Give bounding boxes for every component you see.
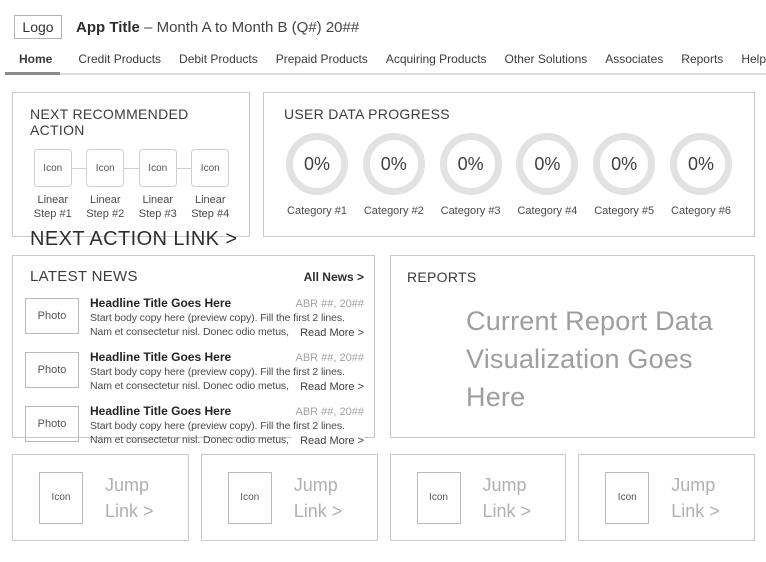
nav-item-credit-products[interactable]: Credit Products: [78, 52, 162, 66]
reports-panel: REPORTS Current Report Data Visualizatio…: [390, 255, 755, 438]
jump-link-label: Jump Link >: [671, 474, 720, 521]
app-subtitle-text: – Month A to Month B (Q#) 20##: [144, 18, 360, 36]
nav-item-home[interactable]: Home: [5, 52, 61, 75]
app-header: Logo App Title – Month A to Month B (Q#)…: [0, 0, 766, 39]
news-photo-placeholder: Photo: [25, 406, 79, 442]
progress-item-5: 0% Category #5: [591, 133, 657, 217]
progress-label-5: Category #5: [594, 205, 655, 217]
news-body: Start body copy here (preview copy). Fil…: [90, 366, 345, 392]
jump-link-icon: Icon: [227, 471, 272, 524]
jump-link-card-2[interactable]: Icon Jump Link >: [200, 454, 378, 541]
progress-item-3: 0% Category #3: [438, 133, 504, 217]
step-4-icon: Icon: [191, 149, 230, 187]
news-photo-placeholder: Photo: [25, 352, 79, 388]
progress-item-1: 0% Category #1: [284, 133, 350, 217]
news-title: LATEST NEWS: [30, 268, 138, 285]
step-4: Icon Linear Step #4: [188, 149, 234, 221]
step-2: Icon Linear Step #2: [83, 149, 129, 221]
read-more-link[interactable]: Read More >: [292, 435, 364, 447]
progress-item-4: 0% Category #4: [514, 133, 580, 217]
news-body: Start body copy here (preview copy). Fil…: [90, 312, 345, 338]
news-headline: Headline Title Goes Here: [90, 296, 232, 310]
news-headline: Headline Title Goes Here: [90, 404, 232, 418]
step-1-label: Linear Step #1: [33, 194, 72, 220]
read-more-link[interactable]: Read More >: [292, 381, 364, 393]
progress-ring-4: 0%: [516, 133, 579, 195]
news-date: ABR ##, 20##: [295, 298, 365, 310]
news-item-1[interactable]: Photo Headline Title Goes Here ABR ##, 2…: [25, 296, 364, 339]
nav-item-associates[interactable]: Associates: [605, 52, 664, 66]
progress-ring-1: 0%: [286, 133, 348, 195]
step-3-icon: Icon: [138, 149, 177, 187]
jump-link-card-1[interactable]: Icon Jump Link >: [12, 454, 189, 541]
step-4-label: Linear Step #4: [191, 194, 230, 220]
user-data-progress-panel: USER DATA PROGRESS 0% Category #1 0% Cat…: [263, 92, 755, 237]
progress-ring-5: 0%: [593, 133, 656, 195]
jump-link-icon: Icon: [605, 471, 650, 524]
progress-item-6: 0% Category #6: [668, 133, 734, 217]
step-connector: [175, 168, 193, 169]
next-action-link[interactable]: NEXT ACTION LINK >: [30, 228, 238, 250]
logo[interactable]: Logo: [14, 15, 62, 39]
progress-ring-6: 0%: [669, 133, 732, 195]
nav-item-acquiring-products[interactable]: Acquiring Products: [385, 52, 487, 66]
report-visualization-placeholder: Current Report Data Visualization Goes H…: [466, 306, 713, 412]
jump-link-card-3[interactable]: Icon Jump Link >: [389, 454, 567, 541]
progress-label-3: Category #3: [440, 205, 501, 217]
news-body: Start body copy here (preview copy). Fil…: [90, 420, 345, 446]
progress-label-2: Category #2: [363, 205, 424, 217]
app-title-text: App Title: [76, 18, 140, 36]
nav-item-help[interactable]: Help: [741, 52, 766, 66]
jump-link-label: Jump Link >: [293, 474, 343, 521]
nav-item-other-solutions[interactable]: Other Solutions: [504, 52, 588, 66]
nav-item-debit-products[interactable]: Debit Products: [179, 52, 258, 66]
news-photo-placeholder: Photo: [25, 298, 79, 334]
progress-ring-3: 0%: [439, 133, 502, 195]
step-2-icon: Icon: [86, 149, 125, 187]
main-nav: Home Credit Products Debit Products Prep…: [5, 52, 766, 75]
news-date: ABR ##, 20##: [295, 352, 365, 364]
jump-link-card-4[interactable]: Icon Jump Link >: [578, 454, 755, 541]
main-content: NEXT RECOMMENDED ACTION Icon Linear Step…: [0, 92, 766, 541]
jump-link-icon: Icon: [39, 471, 83, 524]
news-item-3[interactable]: Photo Headline Title Goes Here ABR ##, 2…: [25, 404, 364, 447]
next-recommended-action-panel: NEXT RECOMMENDED ACTION Icon Linear Step…: [12, 92, 250, 250]
page-title: App Title – Month A to Month B (Q#) 20##: [76, 19, 359, 36]
progress-title: USER DATA PROGRESS: [284, 106, 450, 122]
jump-link-icon: Icon: [416, 471, 461, 524]
progress-label-4: Category #4: [517, 205, 578, 217]
progress-circles: 0% Category #1 0% Category #2 0% Categor…: [284, 133, 734, 217]
step-3: Icon Linear Step #3: [135, 149, 181, 221]
step-connector: [70, 168, 88, 169]
nav-item-prepaid-products[interactable]: Prepaid Products: [275, 52, 368, 66]
jump-link-label: Jump Link >: [105, 474, 154, 521]
linear-steps: Icon Linear Step #1 Icon Linear Step #2 …: [30, 149, 233, 221]
jump-link-label: Jump Link >: [482, 474, 532, 521]
step-connector: [123, 168, 140, 169]
progress-label-6: Category #6: [671, 205, 731, 217]
progress-ring-2: 0%: [362, 133, 425, 195]
read-more-link[interactable]: Read More >: [292, 327, 364, 339]
step-3-label: Linear Step #3: [138, 194, 177, 220]
next-action-title: NEXT RECOMMENDED ACTION: [30, 106, 189, 138]
step-2-label: Linear Step #2: [86, 194, 125, 220]
progress-label-1: Category #1: [287, 205, 347, 217]
progress-item-2: 0% Category #2: [361, 133, 427, 217]
latest-news-panel: LATEST NEWS All News > Photo Headline Ti…: [12, 255, 375, 447]
news-headline: Headline Title Goes Here: [90, 350, 232, 364]
news-item-2[interactable]: Photo Headline Title Goes Here ABR ##, 2…: [25, 350, 364, 393]
reports-title: REPORTS: [407, 269, 477, 285]
news-date: ABR ##, 20##: [295, 406, 365, 418]
step-1-icon: Icon: [33, 149, 72, 187]
all-news-link[interactable]: All News >: [303, 270, 364, 284]
step-1: Icon Linear Step #1: [30, 149, 76, 221]
nav-item-reports[interactable]: Reports: [681, 52, 724, 66]
